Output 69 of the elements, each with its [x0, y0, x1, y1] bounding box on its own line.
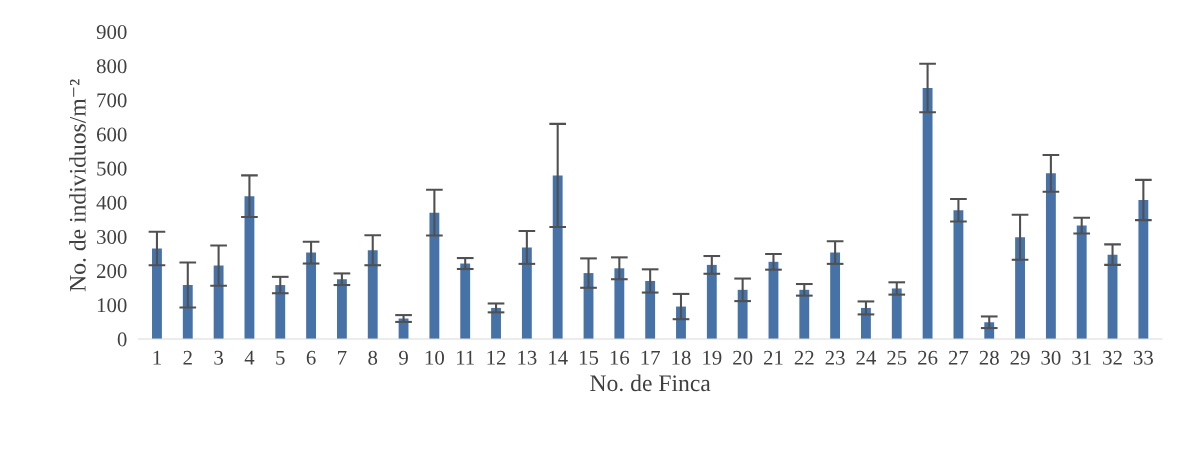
bar — [306, 252, 317, 339]
x-tick-label: 11 — [457, 350, 474, 365]
x-tick-label: 17 — [641, 350, 660, 365]
x-tick-label: 24 — [856, 350, 877, 365]
x-tick-label: 27 — [948, 350, 969, 365]
x-tick-label: 26 — [918, 350, 938, 365]
bar — [645, 280, 656, 339]
bar — [737, 289, 748, 339]
y-tick-label: 200 — [97, 264, 127, 279]
x-tick-label: 20 — [733, 350, 753, 365]
x-tick-label: 14 — [549, 350, 568, 365]
bar — [1076, 225, 1087, 339]
x-tick-label: 10 — [425, 350, 445, 365]
x-tick-label: 28 — [979, 350, 999, 365]
x-tick-label: 1 — [153, 350, 161, 365]
bar — [953, 210, 964, 339]
x-tick-label: 3 — [214, 350, 223, 365]
bar — [799, 289, 810, 339]
y-tick-label: 600 — [96, 127, 127, 142]
bar — [213, 265, 224, 339]
y-axis-title: No. de individuos/m⁻² — [69, 79, 86, 292]
bar — [336, 279, 347, 339]
bar — [460, 263, 471, 339]
bar — [1045, 173, 1056, 339]
bar — [891, 288, 902, 339]
bar — [830, 252, 841, 339]
bar — [275, 285, 286, 339]
bar — [1015, 237, 1025, 339]
x-tick-label: 22 — [794, 350, 814, 365]
y-tick-label: 700 — [97, 93, 127, 108]
x-tick-label: 29 — [1010, 350, 1030, 365]
x-tick-label: 25 — [887, 350, 907, 365]
bar — [706, 264, 717, 339]
y-tick-label: 500 — [97, 161, 127, 176]
x-tick-label: 12 — [487, 350, 506, 365]
x-tick-label: 8 — [368, 350, 378, 365]
x-tick-label: 4 — [244, 350, 255, 365]
bar — [429, 212, 440, 339]
x-tick-label: 23 — [825, 350, 845, 365]
y-tick-label: 300 — [97, 229, 127, 244]
x-tick-label: 19 — [703, 350, 722, 365]
y-tick-label: 400 — [96, 195, 127, 210]
x-tick-label: 31 — [1072, 350, 1091, 365]
bar — [152, 248, 162, 339]
bar — [922, 87, 933, 339]
x-tick-label: 7 — [338, 350, 347, 365]
x-tick-label: 30 — [1041, 350, 1061, 365]
bar — [521, 247, 532, 339]
x-axis-title: No. de Finca — [590, 374, 711, 392]
bar — [614, 268, 625, 339]
bar — [1138, 200, 1149, 339]
x-tick-label: 21 — [763, 350, 783, 365]
y-tick-label: 900 — [96, 25, 127, 40]
y-tick-label: 800 — [96, 59, 127, 74]
x-tick-label: 2 — [183, 350, 192, 365]
bar — [244, 196, 255, 339]
bar — [552, 175, 563, 339]
x-tick-label: 16 — [610, 350, 630, 365]
x-tick-label: 33 — [1133, 350, 1153, 365]
bar — [367, 250, 378, 339]
x-tick-label: 13 — [518, 350, 537, 365]
x-tick-label: 5 — [276, 350, 285, 365]
x-tick-label: 18 — [672, 350, 691, 365]
x-tick-label: 6 — [306, 350, 316, 365]
x-tick-label: 15 — [579, 350, 599, 365]
y-tick-label: 0 — [117, 332, 127, 347]
y-tick-label: 100 — [97, 298, 127, 313]
x-tick-label: 9 — [399, 350, 408, 365]
x-tick-label: 32 — [1103, 350, 1122, 365]
